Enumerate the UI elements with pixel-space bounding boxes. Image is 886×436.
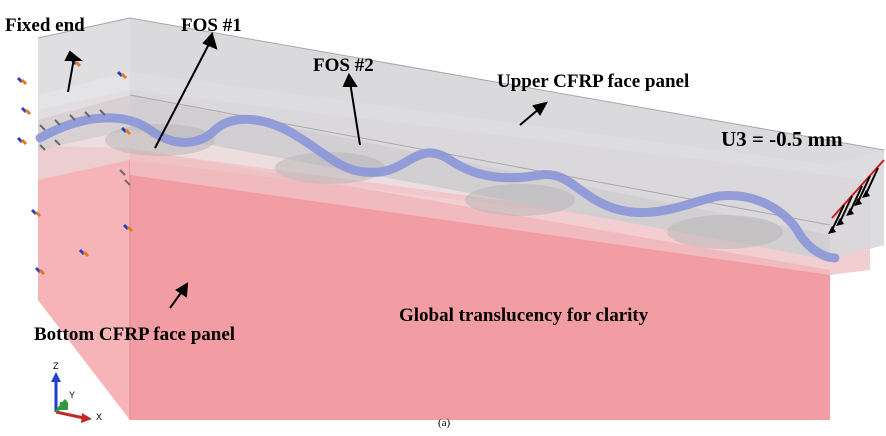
translucency-label: Global translucency for clarity bbox=[399, 305, 649, 326]
fixed-end-label: Fixed end bbox=[5, 15, 85, 36]
load-arrows bbox=[828, 159, 885, 234]
load-label: U3 = -0.5 mm bbox=[721, 127, 843, 151]
core-left-face bbox=[38, 146, 130, 420]
upper-panel-side bbox=[38, 18, 130, 120]
axis-triad bbox=[51, 372, 92, 423]
bottom-panel-label: Bottom CFRP face panel bbox=[34, 324, 236, 345]
core-disk-3 bbox=[465, 184, 575, 216]
core-disk-4 bbox=[667, 215, 783, 249]
upper-panel-label: Upper CFRP face panel bbox=[497, 71, 690, 92]
axis-z-label: Z bbox=[53, 361, 59, 371]
annotation-arrows bbox=[64, 31, 548, 309]
axis-y-label: Y bbox=[69, 390, 76, 400]
core-front-main bbox=[130, 148, 830, 420]
fos-path bbox=[35, 113, 840, 263]
core-disk-2 bbox=[275, 152, 385, 184]
upper-panel-bottom-edge bbox=[38, 95, 830, 260]
panel-edge-3 bbox=[37, 17, 131, 39]
panel-edge-1 bbox=[129, 17, 885, 151]
axis-x-label: X bbox=[96, 412, 103, 422]
fos1-label: FOS #1 bbox=[181, 15, 242, 36]
fos2-label: FOS #2 bbox=[313, 55, 374, 76]
figure-caption: (a) bbox=[438, 417, 451, 429]
